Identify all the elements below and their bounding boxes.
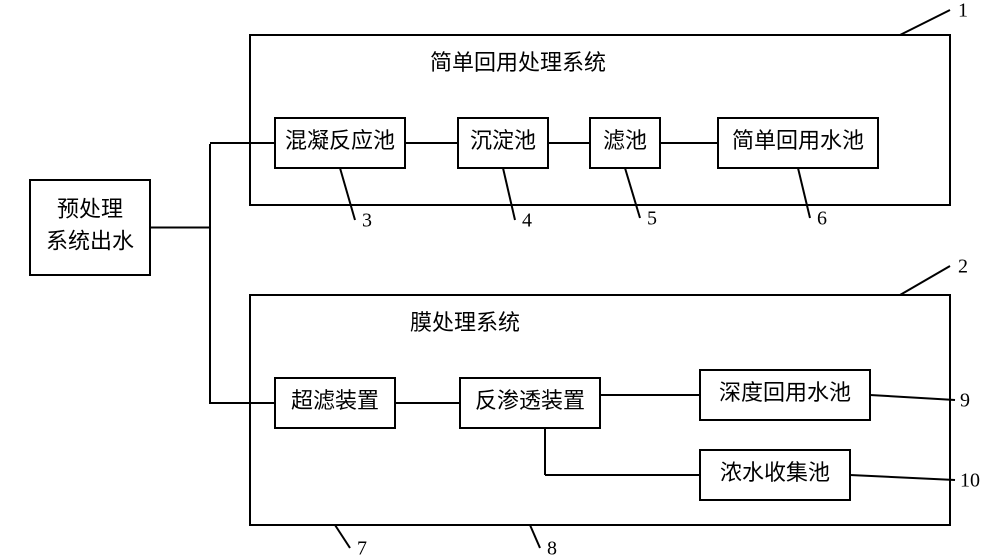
box-b8-label: 反渗透装置 [475, 388, 585, 413]
box-b7-number: 7 [357, 538, 367, 560]
box-b4-number: 4 [522, 210, 532, 232]
top-callout-line [900, 10, 950, 35]
box-b5-number: 5 [647, 208, 657, 230]
box-b4-leader [503, 168, 515, 220]
box-b8-number: 8 [547, 538, 557, 560]
box-b3-leader [340, 168, 355, 220]
top-system-title: 简单回用处理系统 [430, 50, 606, 75]
box-b9-label: 深度回用水池 [719, 380, 851, 405]
bottom-callout-line [900, 266, 950, 295]
source-box [30, 180, 150, 275]
top-system-callout: 1 [958, 0, 968, 22]
bottom-system-callout: 2 [958, 256, 968, 278]
box-b10-leader [850, 475, 955, 480]
box-b3-number: 3 [362, 210, 372, 232]
box-b9-leader [870, 395, 955, 400]
box-b8-leader [530, 525, 540, 548]
box-b5-label: 滤池 [603, 128, 647, 153]
box-b6-leader [798, 168, 810, 218]
box-b7-leader [335, 525, 350, 548]
box-b3-label: 混凝反应池 [285, 128, 395, 153]
source-line1: 预处理 [57, 197, 123, 222]
box-b4-label: 沉淀池 [470, 128, 536, 153]
box-b5-leader [625, 168, 640, 218]
box-b6-number: 6 [817, 208, 827, 230]
box-b9-number: 9 [960, 390, 970, 412]
box-b10-label: 浓水收集池 [720, 460, 830, 485]
box-b10-number: 10 [960, 470, 980, 492]
box-b7-label: 超滤装置 [291, 388, 379, 413]
source-line2: 系统出水 [46, 229, 134, 254]
box-b6-label: 简单回用水池 [732, 128, 864, 153]
bottom-system-title: 膜处理系统 [410, 310, 520, 335]
